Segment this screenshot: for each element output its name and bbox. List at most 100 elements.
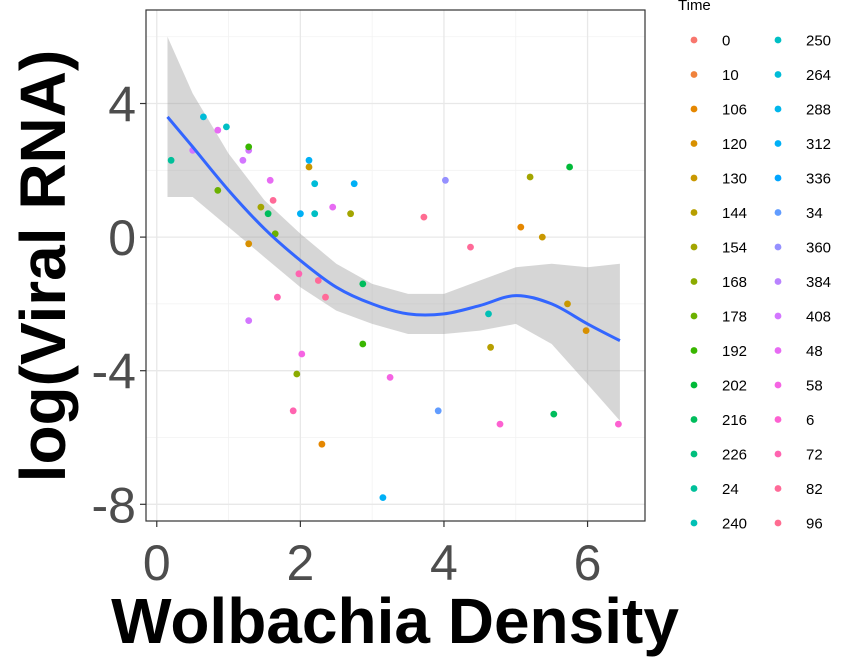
data-point [350, 180, 358, 188]
legend: Time 0 10 106 120 130 144 154 168 178 192 202 216 22… [678, 0, 831, 533]
legend-label: 192 [722, 343, 747, 360]
x-tick-label: 6 [574, 535, 602, 591]
data-point [245, 240, 253, 248]
legend-label: 250 [806, 33, 831, 50]
data-point [214, 187, 222, 194]
legend-key [690, 278, 698, 285]
legend-key [774, 416, 782, 423]
legend-key [690, 519, 698, 527]
legend-label: 384 [806, 274, 831, 291]
legend-key [690, 347, 698, 354]
data-point [322, 293, 329, 301]
data-point [386, 374, 394, 381]
legend-label: 360 [806, 240, 831, 257]
data-point [274, 293, 281, 301]
data-point [496, 420, 504, 428]
data-point [289, 407, 297, 415]
legend-key [690, 485, 698, 492]
legend-key [774, 71, 782, 78]
legend-label: 6 [806, 412, 814, 429]
legend-key [690, 174, 698, 182]
legend-key [690, 36, 698, 44]
data-point [314, 277, 322, 284]
legend-label: 144 [722, 205, 747, 222]
data-point [245, 317, 253, 324]
legend-key [774, 243, 782, 251]
data-point [564, 300, 571, 308]
data-point [295, 270, 303, 278]
data-point [245, 143, 253, 151]
legend-label: 0 [722, 33, 730, 50]
data-point [538, 233, 546, 241]
data-point [257, 203, 265, 211]
legend-key [774, 105, 782, 113]
legend-label: 120 [722, 136, 747, 153]
data-point [293, 370, 301, 378]
legend-key [690, 416, 698, 423]
data-point [582, 327, 590, 334]
legend-key [690, 381, 698, 389]
data-point [298, 350, 306, 358]
legend-label: 226 [722, 447, 747, 464]
y-axis-title: log(Viral RNA) [7, 50, 79, 483]
data-point [442, 176, 449, 184]
legend-label: 10 [722, 67, 739, 84]
legend-key [774, 312, 782, 320]
data-point [566, 163, 573, 171]
data-point [467, 243, 474, 251]
legend-label: 24 [722, 481, 739, 498]
data-point [420, 213, 428, 221]
data-point [311, 180, 319, 188]
data-point [167, 156, 175, 164]
data-point [269, 197, 277, 204]
legend-key [774, 36, 782, 44]
legend-label: 264 [806, 67, 831, 84]
legend-key [774, 347, 782, 354]
legend-label: 202 [722, 378, 747, 395]
legend-label: 408 [806, 309, 831, 326]
data-point [615, 420, 622, 428]
data-point [526, 173, 534, 181]
legend-label: 34 [806, 205, 823, 222]
x-tick-label: 2 [286, 535, 314, 591]
legend-key [774, 519, 782, 527]
legend-label: 96 [806, 516, 823, 533]
data-point [311, 210, 319, 218]
legend-key [690, 209, 698, 216]
legend-label: 106 [722, 102, 747, 119]
data-point [550, 410, 558, 418]
data-point [487, 343, 494, 351]
legend-label: 58 [806, 378, 823, 395]
data-point [264, 210, 272, 218]
legend-key [774, 140, 782, 147]
smooth-line [166, 115, 621, 342]
legend-key [774, 381, 782, 389]
x-tick-label: 0 [143, 535, 171, 591]
legend-key [690, 243, 698, 251]
data-point [223, 123, 230, 131]
legend-label: 288 [806, 102, 831, 119]
grid [146, 10, 645, 521]
y-tick-label: 0 [108, 210, 136, 266]
legend-label: 240 [722, 516, 747, 533]
legend-key [774, 209, 782, 216]
x-axis-title: Wolbachia Density [111, 585, 679, 657]
legend-label: 216 [722, 412, 747, 429]
legend-label: 336 [806, 171, 831, 188]
data-point [266, 176, 274, 184]
data-point [305, 156, 313, 164]
legend-title: Time [678, 0, 711, 14]
data-point [347, 210, 354, 218]
data-point [239, 156, 247, 164]
axes: 0 2 4 6 -8 -4 0 4 [92, 77, 602, 591]
legend-key [690, 450, 698, 458]
legend-label: 48 [806, 343, 823, 360]
data-point [434, 407, 442, 415]
legend-key [774, 278, 782, 285]
data-point [318, 440, 326, 448]
legend-label: 72 [806, 447, 823, 464]
data-point [517, 223, 525, 231]
panel-border [145, 9, 646, 522]
legend-label: 154 [722, 240, 747, 257]
